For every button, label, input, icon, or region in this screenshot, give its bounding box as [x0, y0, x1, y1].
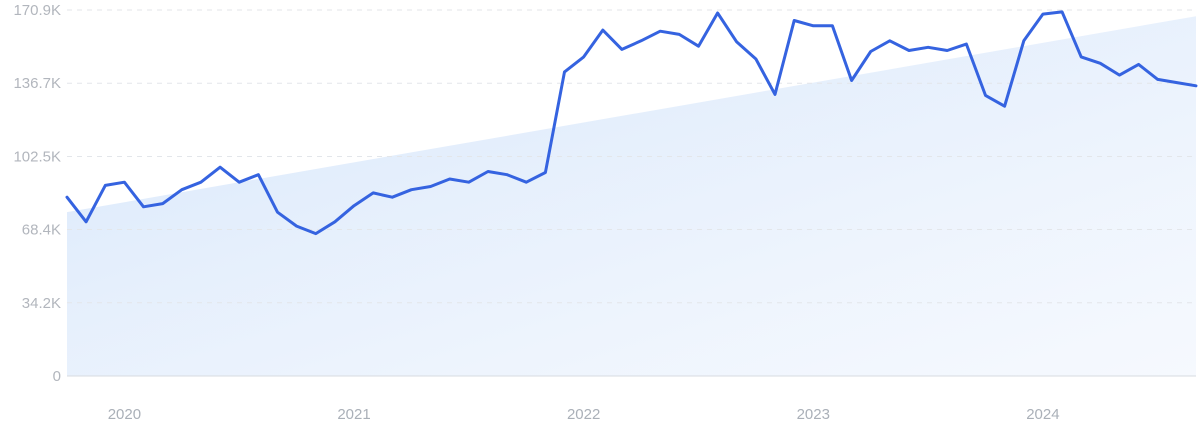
x-tick-label: 2024: [1026, 406, 1059, 423]
y-tick-label: 170.9K: [13, 2, 61, 19]
y-axis: 0 34.2K 68.4K 102.5K 136.7K 170.9K: [13, 2, 61, 385]
trend-area: [67, 16, 1196, 376]
y-tick-label: 0: [53, 368, 61, 385]
x-tick-label: 2020: [108, 406, 141, 423]
x-axis: 2020 2021 2022 2023 2024: [108, 406, 1060, 423]
x-tick-label: 2023: [797, 406, 830, 423]
y-tick-label: 136.7K: [13, 75, 61, 92]
y-tick-label: 68.4K: [22, 222, 61, 239]
grid-layer: [67, 9, 1196, 377]
y-tick-label: 102.5K: [13, 148, 61, 165]
trend-area-layer: [67, 16, 1196, 376]
x-tick-label: 2021: [337, 406, 370, 423]
series-layer: [65, 10, 1198, 236]
y-tick-label: 34.2K: [22, 295, 61, 312]
series-line: [65, 10, 1198, 236]
x-tick-label: 2022: [567, 406, 600, 423]
